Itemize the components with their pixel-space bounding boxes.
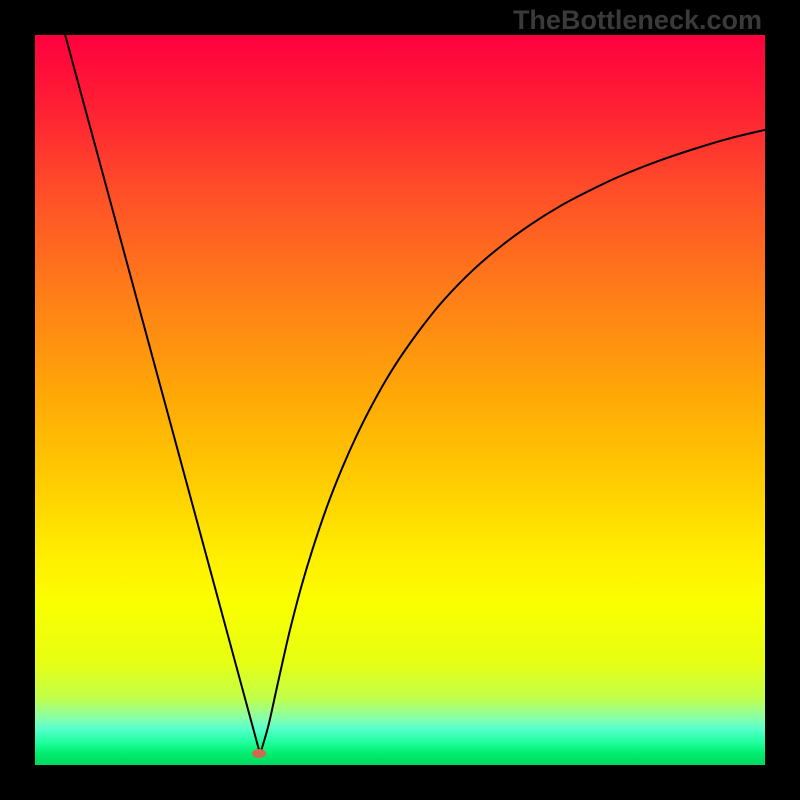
plot-area [35,35,765,765]
curve-right-segment [261,130,765,751]
curve-left-segment [64,35,259,750]
minimum-marker [252,749,266,758]
chart-frame: TheBottleneck.com [0,0,800,800]
watermark-text: TheBottleneck.com [513,5,762,36]
bottleneck-curve [35,35,765,765]
